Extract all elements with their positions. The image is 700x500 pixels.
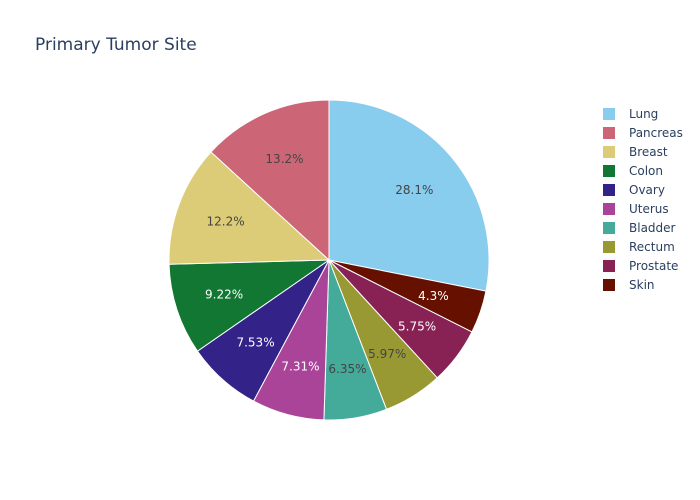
legend-swatch <box>603 184 615 196</box>
slice-label-skin: 4.3% <box>418 289 449 303</box>
slice-label-prostate: 5.75% <box>398 320 436 334</box>
legend-swatch <box>603 222 615 234</box>
legend-label: Uterus <box>629 202 669 216</box>
legend-item-uterus[interactable]: Uterus <box>603 202 669 216</box>
legend-label: Skin <box>629 278 655 292</box>
slice-label-lung: 28.1% <box>395 183 433 197</box>
pie-slices <box>168 99 490 421</box>
legend-swatch <box>603 241 615 253</box>
legend-label: Colon <box>629 164 663 178</box>
pie-slice-labels: 28.1% 4.3% 5.75% 5.97%6.35% 7.31% 7.53% 9.22% 1… <box>205 152 449 376</box>
slice-label-breast: 12.2% <box>207 214 245 228</box>
legend-item-rectum[interactable]: Rectum <box>603 240 675 254</box>
pie-slice-lung[interactable] <box>328 99 490 292</box>
pie-slice-pancreas[interactable] <box>210 99 330 262</box>
legend-item-pancreas[interactable]: Pancreas <box>603 126 683 140</box>
legend-item-lung[interactable]: Lung <box>603 107 658 121</box>
legend-swatch <box>603 165 615 177</box>
legend-label: Pancreas <box>629 126 683 140</box>
slice-label-colon: 9.22% <box>205 287 243 301</box>
legend-swatch <box>603 127 615 139</box>
legend-label: Breast <box>629 145 668 159</box>
legend-item-colon[interactable]: Colon <box>603 164 663 178</box>
legend-item-ovary[interactable]: Ovary <box>603 183 665 197</box>
slice-label-bladder: 6.35% <box>328 362 366 376</box>
legend-swatch <box>603 260 615 272</box>
legend-label: Ovary <box>629 183 665 197</box>
legend-swatch <box>603 146 615 158</box>
chart-title: Primary Tumor Site <box>35 35 197 55</box>
slice-label-ovary: 7.53% <box>236 335 274 349</box>
pie-slice-colon[interactable] <box>168 259 331 352</box>
legend-item-breast[interactable]: Breast <box>603 145 668 159</box>
legend-swatch <box>603 108 615 120</box>
legend-label: Rectum <box>629 240 675 254</box>
legend-item-bladder[interactable]: Bladder <box>603 221 676 235</box>
legend-label: Prostate <box>629 259 678 273</box>
legend-swatch <box>603 279 615 291</box>
pie-slice-breast[interactable] <box>168 151 331 265</box>
legend-label: Lung <box>629 107 658 121</box>
legend: Lung Pancreas Breast Colon Ovary Uterus Bladde… <box>603 107 683 292</box>
legend-label: Bladder <box>629 221 676 235</box>
legend-item-skin[interactable]: Skin <box>603 278 655 292</box>
legend-item-prostate[interactable]: Prostate <box>603 259 678 273</box>
slice-label-pancreas: 13.2% <box>265 152 303 166</box>
slice-label-uterus: 7.31% <box>281 360 319 374</box>
legend-swatch <box>603 203 615 215</box>
slice-label-rectum: 5.97% <box>368 347 406 361</box>
